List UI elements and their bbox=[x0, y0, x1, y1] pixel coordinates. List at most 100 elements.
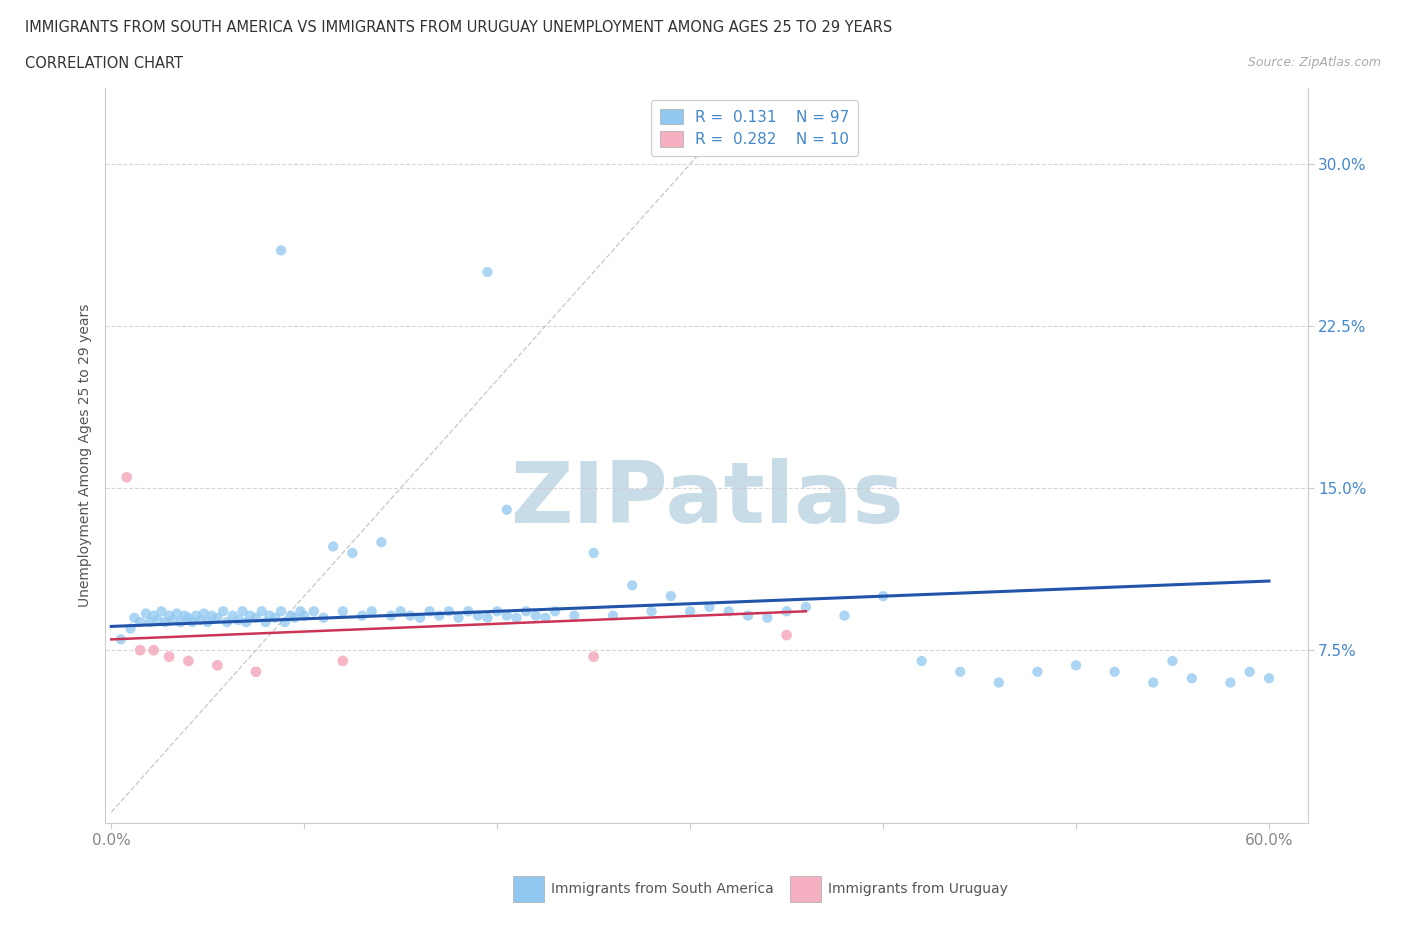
Point bbox=[235, 615, 257, 630]
Legend: R =  0.131    N = 97, R =  0.282    N = 10: R = 0.131 N = 97, R = 0.282 N = 10 bbox=[651, 100, 859, 156]
Point bbox=[987, 675, 1010, 690]
Point bbox=[135, 606, 157, 621]
Point bbox=[142, 643, 165, 658]
Point bbox=[264, 610, 287, 625]
Point bbox=[200, 608, 222, 623]
Point bbox=[737, 608, 759, 623]
Point bbox=[756, 610, 779, 625]
Point bbox=[146, 613, 169, 628]
Point bbox=[322, 539, 344, 554]
Point bbox=[193, 606, 215, 621]
Text: Immigrants from South America: Immigrants from South America bbox=[551, 882, 773, 897]
Point bbox=[794, 600, 817, 615]
Point bbox=[717, 604, 740, 618]
Point bbox=[872, 589, 894, 604]
Point bbox=[129, 615, 152, 630]
Point bbox=[157, 608, 180, 623]
Point bbox=[142, 608, 165, 623]
Point bbox=[562, 608, 585, 623]
Point bbox=[524, 608, 547, 623]
Point bbox=[427, 608, 450, 623]
Point bbox=[1219, 675, 1241, 690]
Point bbox=[380, 608, 402, 623]
Point bbox=[120, 621, 142, 636]
Point bbox=[270, 604, 292, 618]
Point bbox=[162, 613, 184, 628]
Point bbox=[228, 613, 250, 628]
Point bbox=[139, 615, 162, 630]
Point bbox=[312, 610, 335, 625]
Point bbox=[949, 664, 972, 679]
Point bbox=[274, 615, 297, 630]
Point bbox=[477, 265, 499, 280]
Point bbox=[129, 643, 152, 658]
Point bbox=[775, 628, 797, 643]
Point bbox=[215, 615, 238, 630]
Point bbox=[495, 502, 517, 517]
Y-axis label: Unemployment Among Ages 25 to 29 years: Unemployment Among Ages 25 to 29 years bbox=[77, 304, 91, 607]
Point bbox=[231, 604, 253, 618]
Point bbox=[534, 610, 557, 625]
Point bbox=[419, 604, 441, 618]
Point bbox=[544, 604, 567, 618]
Point bbox=[582, 546, 605, 561]
Text: IMMIGRANTS FROM SOUTH AMERICA VS IMMIGRANTS FROM URUGUAY UNEMPLOYMENT AMONG AGES: IMMIGRANTS FROM SOUTH AMERICA VS IMMIGRA… bbox=[25, 20, 893, 35]
Point bbox=[150, 604, 173, 618]
Point bbox=[177, 654, 200, 669]
Point bbox=[389, 604, 412, 618]
Point bbox=[699, 600, 721, 615]
Point bbox=[370, 535, 392, 550]
Point bbox=[1104, 664, 1126, 679]
Point bbox=[332, 654, 354, 669]
Point bbox=[332, 604, 354, 618]
Point bbox=[207, 610, 229, 625]
Point bbox=[245, 664, 267, 679]
Point bbox=[582, 649, 605, 664]
Point bbox=[477, 610, 499, 625]
Point bbox=[602, 608, 624, 623]
Point bbox=[1026, 664, 1049, 679]
Text: Source: ZipAtlas.com: Source: ZipAtlas.com bbox=[1247, 56, 1381, 69]
Point bbox=[292, 608, 315, 623]
Point bbox=[505, 610, 527, 625]
Point bbox=[352, 608, 374, 623]
Point bbox=[775, 604, 797, 618]
Text: CORRELATION CHART: CORRELATION CHART bbox=[25, 56, 183, 71]
Point bbox=[1239, 664, 1261, 679]
Point bbox=[1064, 658, 1087, 672]
Point bbox=[911, 654, 934, 669]
Point bbox=[679, 604, 702, 618]
Point bbox=[659, 589, 682, 604]
Point bbox=[115, 470, 138, 485]
Point bbox=[239, 608, 262, 623]
Point bbox=[302, 604, 325, 618]
Point bbox=[188, 613, 211, 628]
Point bbox=[467, 608, 489, 623]
Point bbox=[399, 608, 422, 623]
Point bbox=[186, 608, 208, 623]
Point bbox=[283, 610, 305, 625]
Point bbox=[177, 610, 200, 625]
Point bbox=[447, 610, 470, 625]
Point bbox=[181, 615, 204, 630]
Point bbox=[270, 243, 292, 258]
Point bbox=[621, 578, 644, 592]
Point bbox=[212, 604, 235, 618]
Text: Immigrants from Uruguay: Immigrants from Uruguay bbox=[828, 882, 1008, 897]
Point bbox=[170, 615, 193, 630]
Point bbox=[640, 604, 662, 618]
Point bbox=[486, 604, 509, 618]
Point bbox=[124, 610, 146, 625]
Point bbox=[409, 610, 432, 625]
Point bbox=[360, 604, 382, 618]
Point bbox=[290, 604, 312, 618]
Point bbox=[197, 615, 219, 630]
Point bbox=[173, 608, 195, 623]
Point bbox=[1142, 675, 1164, 690]
Point bbox=[457, 604, 479, 618]
Point bbox=[342, 546, 364, 561]
Point bbox=[515, 604, 537, 618]
Point bbox=[1181, 671, 1204, 685]
Point bbox=[495, 608, 517, 623]
Point bbox=[1258, 671, 1281, 685]
